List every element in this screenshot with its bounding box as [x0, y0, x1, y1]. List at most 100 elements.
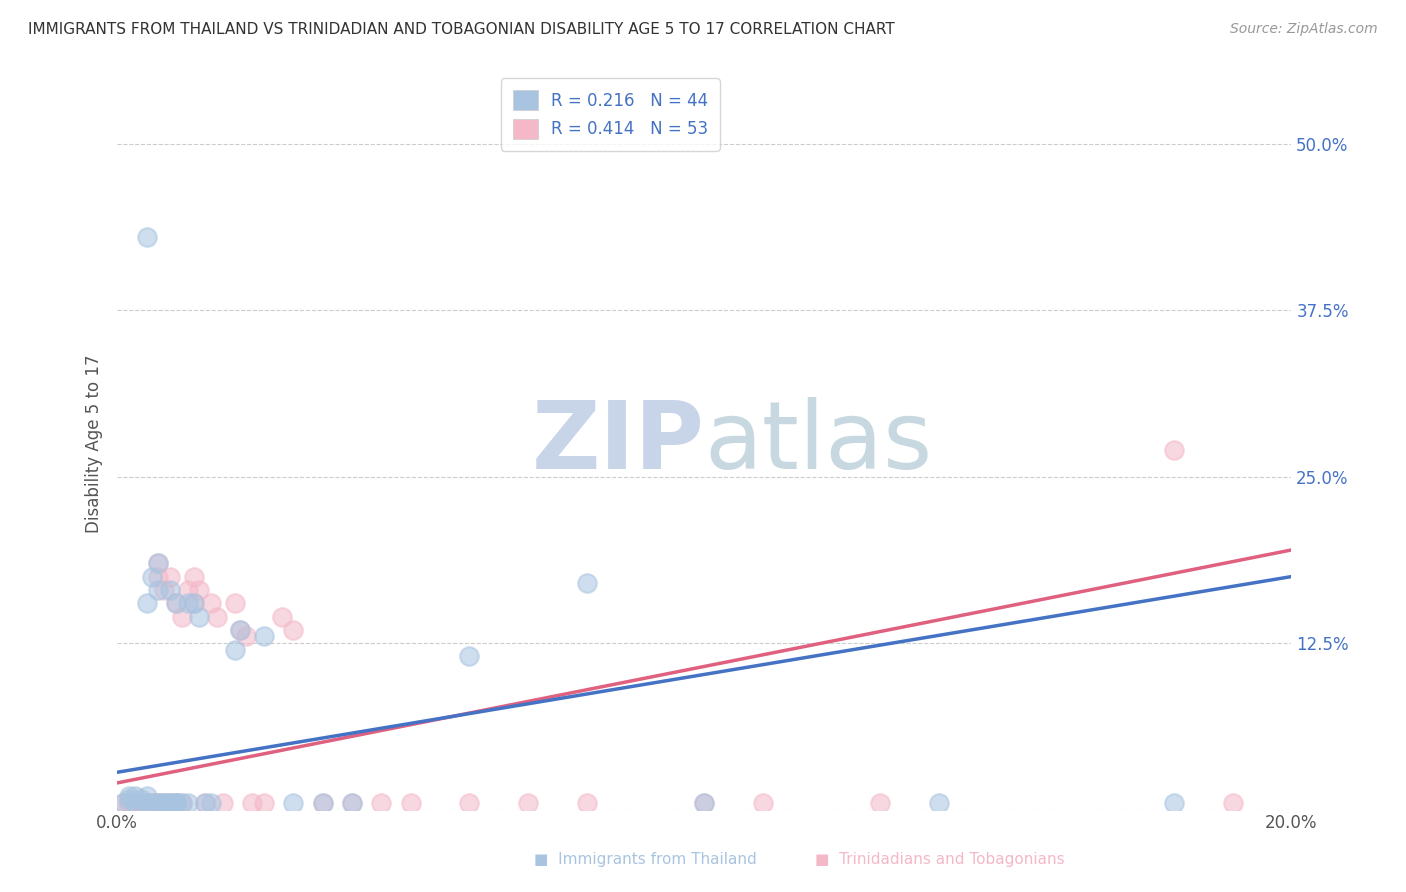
Point — [240, 796, 263, 810]
Point — [129, 796, 152, 810]
Point — [159, 582, 181, 597]
Point — [1222, 796, 1244, 810]
Point — [135, 230, 157, 244]
Point — [159, 796, 181, 810]
Point — [311, 796, 333, 810]
Point — [148, 796, 170, 810]
Point — [135, 796, 157, 810]
Point — [170, 609, 193, 624]
Point — [129, 796, 152, 810]
Point — [229, 623, 252, 637]
Point — [194, 796, 217, 810]
Point — [205, 609, 228, 624]
Y-axis label: Disability Age 5 to 17: Disability Age 5 to 17 — [86, 354, 103, 533]
Point — [112, 796, 135, 810]
Point — [200, 596, 222, 610]
Point — [118, 792, 141, 806]
Point — [176, 596, 198, 610]
Point — [575, 796, 598, 810]
Text: ■  Immigrants from Thailand: ■ Immigrants from Thailand — [534, 852, 756, 867]
Text: ZIP: ZIP — [531, 398, 704, 490]
Point — [928, 796, 950, 810]
Point — [517, 796, 540, 810]
Point — [170, 796, 193, 810]
Point — [458, 649, 481, 664]
Point — [129, 792, 152, 806]
Point — [153, 796, 176, 810]
Point — [159, 796, 181, 810]
Point — [253, 796, 276, 810]
Point — [165, 796, 187, 810]
Point — [135, 596, 157, 610]
Point — [693, 796, 716, 810]
Point — [693, 796, 716, 810]
Point — [399, 796, 422, 810]
Point — [148, 569, 170, 583]
Point — [212, 796, 235, 810]
Point — [141, 796, 163, 810]
Point — [1163, 796, 1185, 810]
Point — [153, 582, 176, 597]
Point — [311, 796, 333, 810]
Point — [124, 789, 146, 804]
Point — [153, 796, 176, 810]
Point — [159, 569, 181, 583]
Point — [112, 796, 135, 810]
Point — [224, 596, 246, 610]
Point — [165, 796, 187, 810]
Point — [340, 796, 363, 810]
Point — [869, 796, 891, 810]
Point — [124, 796, 146, 810]
Point — [148, 796, 170, 810]
Point — [283, 796, 305, 810]
Point — [183, 569, 205, 583]
Point — [370, 796, 392, 810]
Point — [165, 796, 187, 810]
Point — [141, 569, 163, 583]
Point — [170, 796, 193, 810]
Point — [153, 796, 176, 810]
Point — [165, 596, 187, 610]
Point — [129, 796, 152, 810]
Text: ■  Trinidadians and Tobagonians: ■ Trinidadians and Tobagonians — [815, 852, 1066, 867]
Point — [340, 796, 363, 810]
Point — [235, 630, 257, 644]
Point — [148, 796, 170, 810]
Point — [1163, 443, 1185, 458]
Point — [148, 556, 170, 570]
Point — [200, 796, 222, 810]
Point — [165, 596, 187, 610]
Point — [124, 796, 146, 810]
Point — [165, 796, 187, 810]
Point — [135, 796, 157, 810]
Point — [253, 630, 276, 644]
Point — [188, 582, 211, 597]
Point — [188, 609, 211, 624]
Point — [165, 796, 187, 810]
Text: atlas: atlas — [704, 398, 932, 490]
Point — [141, 796, 163, 810]
Point — [176, 582, 198, 597]
Point — [224, 642, 246, 657]
Point — [270, 609, 292, 624]
Point — [118, 796, 141, 810]
Point — [135, 796, 157, 810]
Point — [283, 623, 305, 637]
Point — [183, 596, 205, 610]
Text: IMMIGRANTS FROM THAILAND VS TRINIDADIAN AND TOBAGONIAN DISABILITY AGE 5 TO 17 CO: IMMIGRANTS FROM THAILAND VS TRINIDADIAN … — [28, 22, 894, 37]
Point — [148, 582, 170, 597]
Point — [458, 796, 481, 810]
Point — [159, 796, 181, 810]
Point — [135, 789, 157, 804]
Legend: R = 0.216   N = 44, R = 0.414   N = 53: R = 0.216 N = 44, R = 0.414 N = 53 — [501, 78, 720, 151]
Point — [118, 796, 141, 810]
Point — [183, 596, 205, 610]
Point — [229, 623, 252, 637]
Point — [176, 796, 198, 810]
Point — [148, 796, 170, 810]
Point — [141, 796, 163, 810]
Point — [194, 796, 217, 810]
Point — [153, 796, 176, 810]
Text: Source: ZipAtlas.com: Source: ZipAtlas.com — [1230, 22, 1378, 37]
Point — [159, 796, 181, 810]
